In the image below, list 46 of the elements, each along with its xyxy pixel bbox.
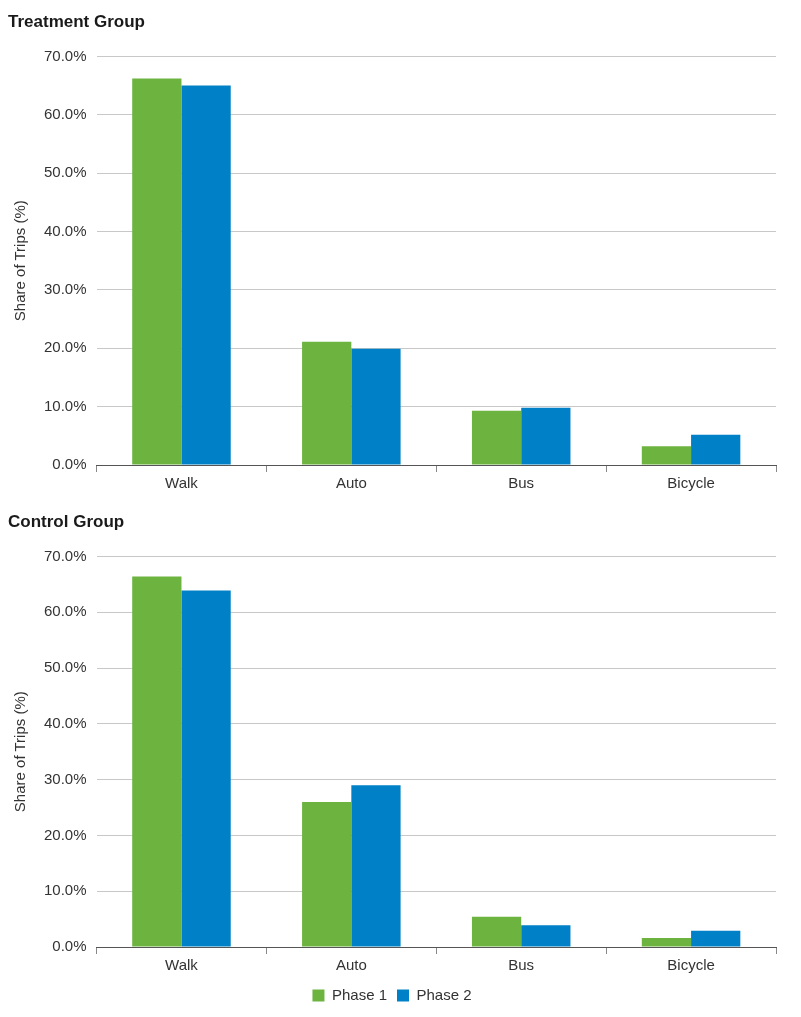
bar bbox=[302, 801, 352, 947]
bar bbox=[641, 446, 692, 465]
bar bbox=[691, 434, 741, 465]
y-tick-label: 40.0% bbox=[43, 221, 87, 239]
y-axis-title: Share of Trips (%) bbox=[11, 200, 29, 322]
x-tick-label: Walk bbox=[165, 474, 199, 492]
bar bbox=[691, 930, 741, 947]
bar bbox=[181, 85, 231, 465]
y-tick-label: 20.0% bbox=[43, 338, 87, 356]
bar bbox=[521, 407, 571, 465]
bar bbox=[132, 78, 182, 465]
bar bbox=[132, 576, 182, 947]
y-tick-label: 50.0% bbox=[43, 658, 87, 676]
x-tick-label: Bus bbox=[508, 474, 535, 492]
y-tick-label: 10.0% bbox=[43, 396, 87, 414]
x-tick-label: Bicycle bbox=[667, 474, 715, 492]
y-tick-label: 70.0% bbox=[43, 546, 87, 564]
bar bbox=[471, 410, 522, 465]
bar bbox=[521, 925, 571, 947]
chart-title: Treatment Group bbox=[8, 11, 145, 31]
bar bbox=[641, 938, 692, 947]
y-tick-label: 60.0% bbox=[43, 104, 87, 122]
x-tick-label: Auto bbox=[335, 474, 367, 492]
y-axis-title: Share of Trips (%) bbox=[11, 691, 29, 813]
x-tick-label: Walk bbox=[165, 956, 199, 974]
x-tick-label: Bus bbox=[508, 956, 535, 974]
x-tick-label: Auto bbox=[335, 956, 367, 974]
x-tick-label: Bicycle bbox=[667, 956, 715, 974]
bar bbox=[351, 348, 401, 465]
y-tick-label: 50.0% bbox=[43, 163, 87, 181]
legend-label: Phase 2 bbox=[416, 985, 472, 1003]
y-tick-label: 0.0% bbox=[52, 937, 87, 955]
y-tick-label: 0.0% bbox=[52, 455, 87, 473]
y-tick-label: 70.0% bbox=[43, 46, 87, 64]
y-tick-label: 60.0% bbox=[43, 602, 87, 620]
y-tick-label: 30.0% bbox=[43, 280, 87, 298]
bar bbox=[181, 590, 231, 947]
bar bbox=[351, 785, 401, 947]
legend-label: Phase 1 bbox=[331, 985, 388, 1003]
y-tick-label: 10.0% bbox=[43, 881, 87, 899]
bar bbox=[471, 916, 522, 947]
chart-title: Control Group bbox=[8, 511, 125, 531]
bar bbox=[302, 341, 352, 465]
y-tick-label: 30.0% bbox=[43, 769, 87, 787]
y-tick-label: 20.0% bbox=[43, 825, 87, 843]
y-tick-label: 40.0% bbox=[43, 713, 87, 731]
